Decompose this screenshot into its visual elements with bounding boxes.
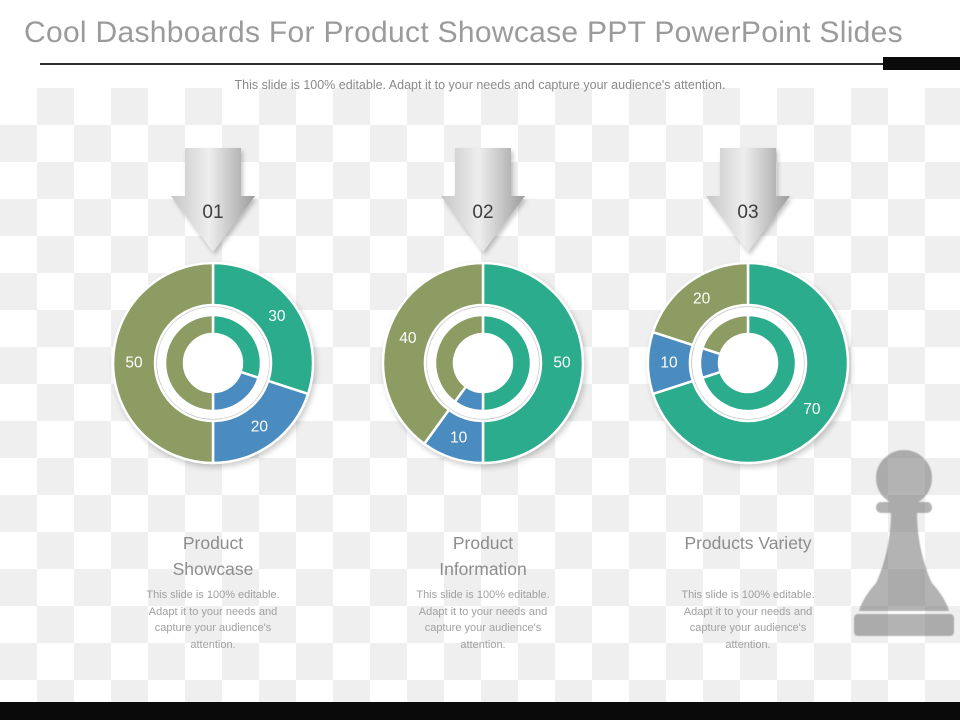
section-product-showcase: 01 30 20 50 Product Showcase This slide is…: [103, 140, 323, 700]
donut-segment: [433, 313, 485, 404]
segment-value-label: 50: [125, 355, 143, 372]
title-underline-accent: [883, 57, 960, 70]
arrow-number: 01: [202, 202, 224, 223]
segment-value-label: 20: [693, 291, 711, 308]
segment-value-label: 40: [399, 330, 417, 347]
section-product-information: 02 50 10 40 Product Information This slide…: [373, 140, 593, 700]
section-heading: Product Information: [439, 533, 527, 580]
donut-chart-svg: 30 20 50: [111, 261, 315, 465]
section-heading: Products Variety: [684, 533, 812, 553]
donut-segment: [381, 261, 485, 446]
arrow-number: 03: [737, 202, 759, 223]
donut-chart: 50 10 40: [373, 253, 593, 473]
section-body: This slide is 100% editable. Adapt it to…: [146, 589, 280, 651]
donut-segment: [111, 261, 215, 465]
donut-segment: [701, 313, 750, 356]
segment-value-label: 10: [450, 430, 468, 447]
donut-segment: [481, 313, 533, 413]
bottom-bar: [0, 702, 960, 720]
donut-segment: [163, 313, 215, 413]
section-body: This slide is 100% editable. Adapt it to…: [681, 589, 815, 651]
donut-chart: 30 20 50: [103, 253, 323, 473]
segment-value-label: 50: [553, 355, 571, 372]
title-underline: [40, 63, 945, 65]
section-products-variety: 03 70 10 20 Products Variety This slide is…: [638, 140, 858, 700]
section-body: This slide is 100% editable. Adapt it to…: [416, 589, 550, 651]
page-title: Cool Dashboards For Product Showcase PPT…: [24, 16, 903, 49]
down-arrow-icon: [171, 148, 255, 252]
segment-value-label: 30: [268, 308, 286, 325]
donut-segment: [211, 261, 315, 396]
down-arrow-icon: [441, 148, 525, 252]
donut-chart-svg: 50 10 40: [381, 261, 585, 465]
down-arrow-icon: [706, 148, 790, 252]
section-heading: Product Showcase: [172, 533, 254, 580]
donut-chart-svg: 70 10 20: [646, 261, 850, 465]
donut-segment: [651, 261, 750, 347]
subtitle: This slide is 100% editable. Adapt it to…: [234, 78, 726, 92]
chess-pawn-silhouette: [854, 450, 954, 636]
segment-value-label: 20: [251, 418, 269, 435]
segment-value-label: 70: [803, 401, 821, 418]
arrow-number: 02: [472, 202, 494, 223]
donut-segment: [651, 261, 850, 465]
donut-chart: 70 10 20: [638, 253, 858, 473]
segment-value-label: 10: [660, 355, 678, 372]
donut-segment: [701, 313, 798, 413]
donut-segment: [481, 261, 585, 465]
